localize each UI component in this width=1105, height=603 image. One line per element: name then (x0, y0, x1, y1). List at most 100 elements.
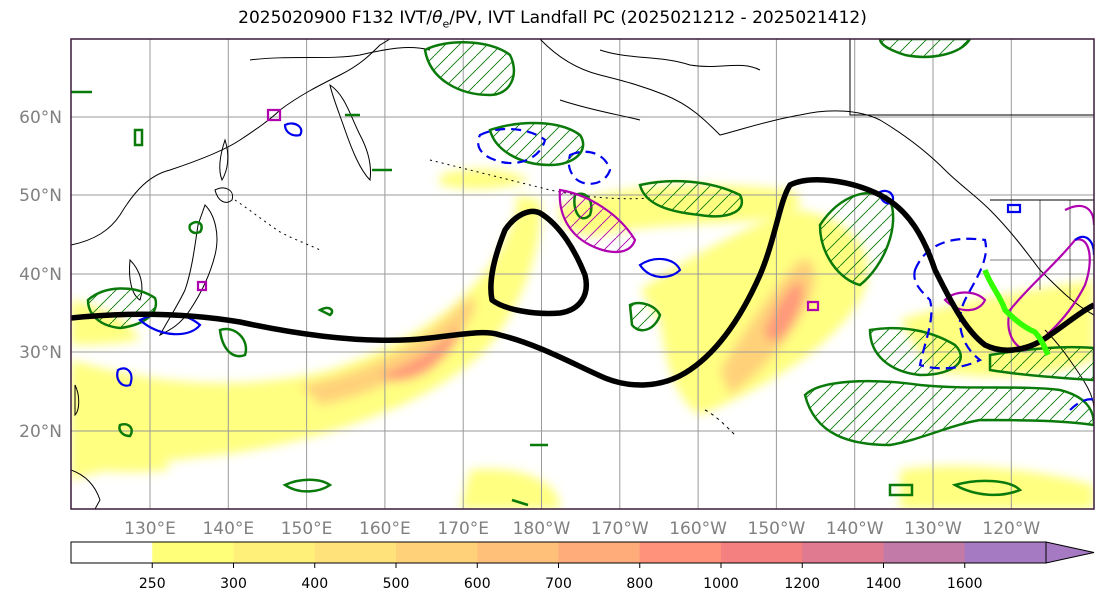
coast-canada-north (849, 39, 1094, 116)
coast-hokkaido (214, 187, 234, 203)
coast-alaska-inland (559, 99, 641, 121)
pv-contours (86, 39, 1094, 447)
coast-alaska (539, 39, 1094, 316)
ivt-contour-dashed-aleutian (477, 127, 547, 165)
coast-japan (158, 204, 218, 337)
pv-contour-west-pacific (628, 301, 662, 332)
lon-label: 150°W (748, 519, 806, 539)
coast-bering-islands (599, 49, 761, 71)
theta-e-contour-small-2 (266, 108, 282, 122)
colorbar-tick-label: 600 (464, 576, 491, 592)
ivt-contour-solid-small-2 (283, 122, 303, 137)
lon-label: 130°E (124, 519, 176, 539)
ivt-contour-dashed-bering (567, 150, 612, 185)
black-contour-main (71, 177, 1094, 388)
colorbar-bin (964, 542, 1047, 563)
colorbar-bin (802, 542, 884, 563)
lat-label: 60°N (19, 108, 62, 128)
map-area (71, 39, 1094, 509)
pv-contour-bering (423, 41, 516, 97)
theta-e-contour-east (1007, 238, 1091, 352)
pv-contour-gulf (818, 191, 895, 287)
pv-contour-california (868, 326, 962, 377)
coast-sakhalin (219, 138, 229, 182)
coast-philippines (71, 469, 101, 509)
lon-label: 120°W (982, 519, 1040, 539)
pv-contour-small-12 (511, 498, 529, 507)
colorbar-bin (883, 542, 966, 563)
pv-contour-aleutian (488, 121, 585, 167)
lon-label: 180°W (513, 519, 571, 539)
colorbar-tick-label: 1200 (784, 576, 820, 592)
lon-label: 150°E (281, 519, 333, 539)
coast-asia-northeast (71, 39, 391, 246)
ivt-band-southwest (71, 195, 541, 480)
ivt-contour-solid-small-1 (116, 367, 133, 387)
colorbar-bin (233, 542, 316, 563)
colorbar-tick-label: 400 (301, 576, 328, 592)
latitude-labels: 60°N 50°N 40°N 30°N 20°N (19, 108, 62, 442)
lon-label: 160°W (669, 519, 727, 539)
pv-contour-small-1 (282, 478, 333, 493)
colorbar-tick-label: 800 (626, 576, 653, 592)
theta-e-contour-aleutian (558, 188, 637, 253)
lat-label: 20°N (19, 422, 62, 442)
black-contour-closed (488, 208, 589, 317)
lat-label: 30°N (19, 343, 62, 363)
colorbar-bin (314, 542, 397, 563)
lon-label: 140°W (826, 519, 884, 539)
landfall-point-line (982, 269, 1051, 357)
ivt-contour-solid-gulf (638, 257, 682, 278)
theta-e-contour-small-4 (196, 280, 208, 292)
lon-label: 170°W (591, 519, 649, 539)
ivt-core-central (765, 280, 804, 342)
coastlines (71, 39, 1094, 509)
colorbar-bin (558, 542, 641, 563)
coast-hawaii (704, 409, 736, 436)
colorbar-bin (396, 542, 478, 563)
pv-contour-small-4 (188, 220, 203, 235)
lat-label: 50°N (19, 186, 62, 206)
lon-label: 130°W (904, 519, 962, 539)
colorbar-bin (639, 542, 722, 563)
ivt-contours-dashed (477, 127, 1094, 411)
colorbar-extend-arrow (1045, 541, 1095, 564)
ivt-contour-solid-small-4 (1006, 203, 1022, 214)
colorbar-tick-label: 1000 (703, 576, 739, 592)
pv-contour-small-9 (317, 306, 334, 317)
map-title: 2025020900 F132 IVT/θe/PV, IVT Landfall … (238, 8, 867, 31)
colorbar-tick-label: 500 (383, 576, 410, 592)
ivt-contour-dashed-southeast (1069, 398, 1094, 411)
ivt-band-aleutian (440, 168, 530, 190)
colorbar-tick-label: 1400 (866, 576, 902, 592)
lon-label: 160°E (359, 519, 411, 539)
pv-contour-arctic (878, 39, 972, 59)
ivt-band-south (900, 465, 1094, 509)
colorbar-tick-label: 1600 (947, 576, 983, 592)
theta-e-contour-small-1 (943, 291, 987, 312)
ivt-mid-west (300, 297, 476, 405)
pv-contour-subtropical-east (803, 379, 1094, 447)
ivt-band-south-central (460, 469, 560, 509)
lon-label: 140°E (202, 519, 254, 539)
ivt-core-west (380, 325, 462, 382)
colorbar: 250 300 400 500 600 700 800 1000 1200 1400 1600 (70, 541, 1095, 592)
pv-contour-small-2 (888, 483, 914, 497)
pv-contour-north-central (638, 179, 743, 218)
coast-taiwan (74, 384, 80, 417)
coast-kuril (234, 199, 321, 251)
pv-contour-small-6 (133, 128, 144, 147)
coast-aleutians (429, 159, 651, 200)
lon-label: 170°E (437, 519, 489, 539)
colorbar-tick-label: 700 (545, 576, 572, 592)
colorbar-tick-label: 300 (220, 576, 247, 592)
coast-kamchatka (329, 83, 371, 182)
pv-contour-small-3 (951, 479, 1023, 497)
colorbar-bin (477, 542, 559, 563)
pv-contour-small-5 (218, 327, 248, 358)
coast-okhotsk-north (249, 47, 431, 61)
lat-label: 40°N (19, 265, 62, 285)
longitude-labels: 130°E 140°E 150°E 160°E 170°E 180°W 170°W 160°W… (124, 519, 1040, 539)
map-frame (70, 38, 1095, 510)
